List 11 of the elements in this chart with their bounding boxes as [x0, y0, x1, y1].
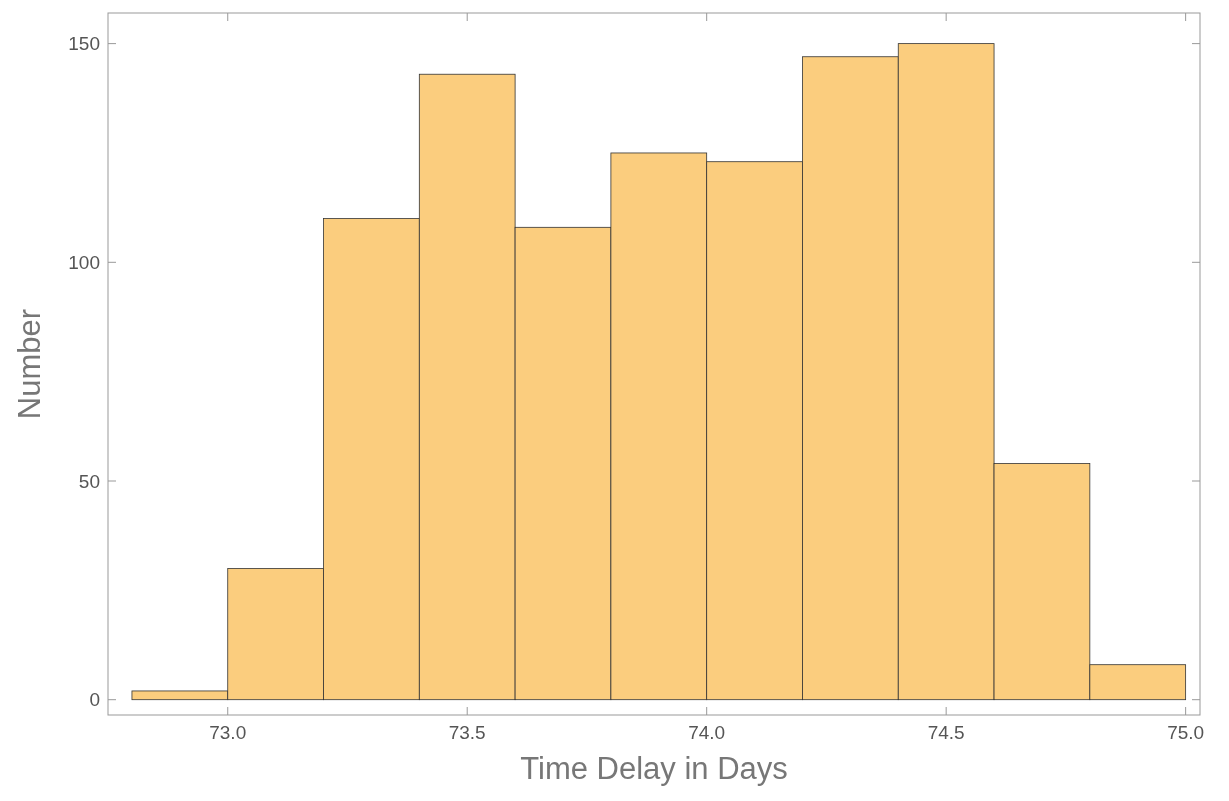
y-tick-label: 50	[78, 470, 100, 492]
y-tick-label: 0	[89, 689, 100, 711]
y-tick-label: 150	[68, 33, 100, 55]
x-tick-label: 73.5	[448, 722, 486, 743]
x-axis-title: Time Delay in Days	[520, 751, 788, 786]
x-tick-label: 74.5	[927, 722, 965, 743]
y-tick-label: 100	[68, 251, 100, 273]
x-tick-label: 74.0	[688, 722, 726, 743]
x-tick-label: 73.0	[209, 722, 247, 743]
x-tick-label: 75.0	[1167, 722, 1205, 743]
y-axis-title: Number	[12, 308, 47, 420]
